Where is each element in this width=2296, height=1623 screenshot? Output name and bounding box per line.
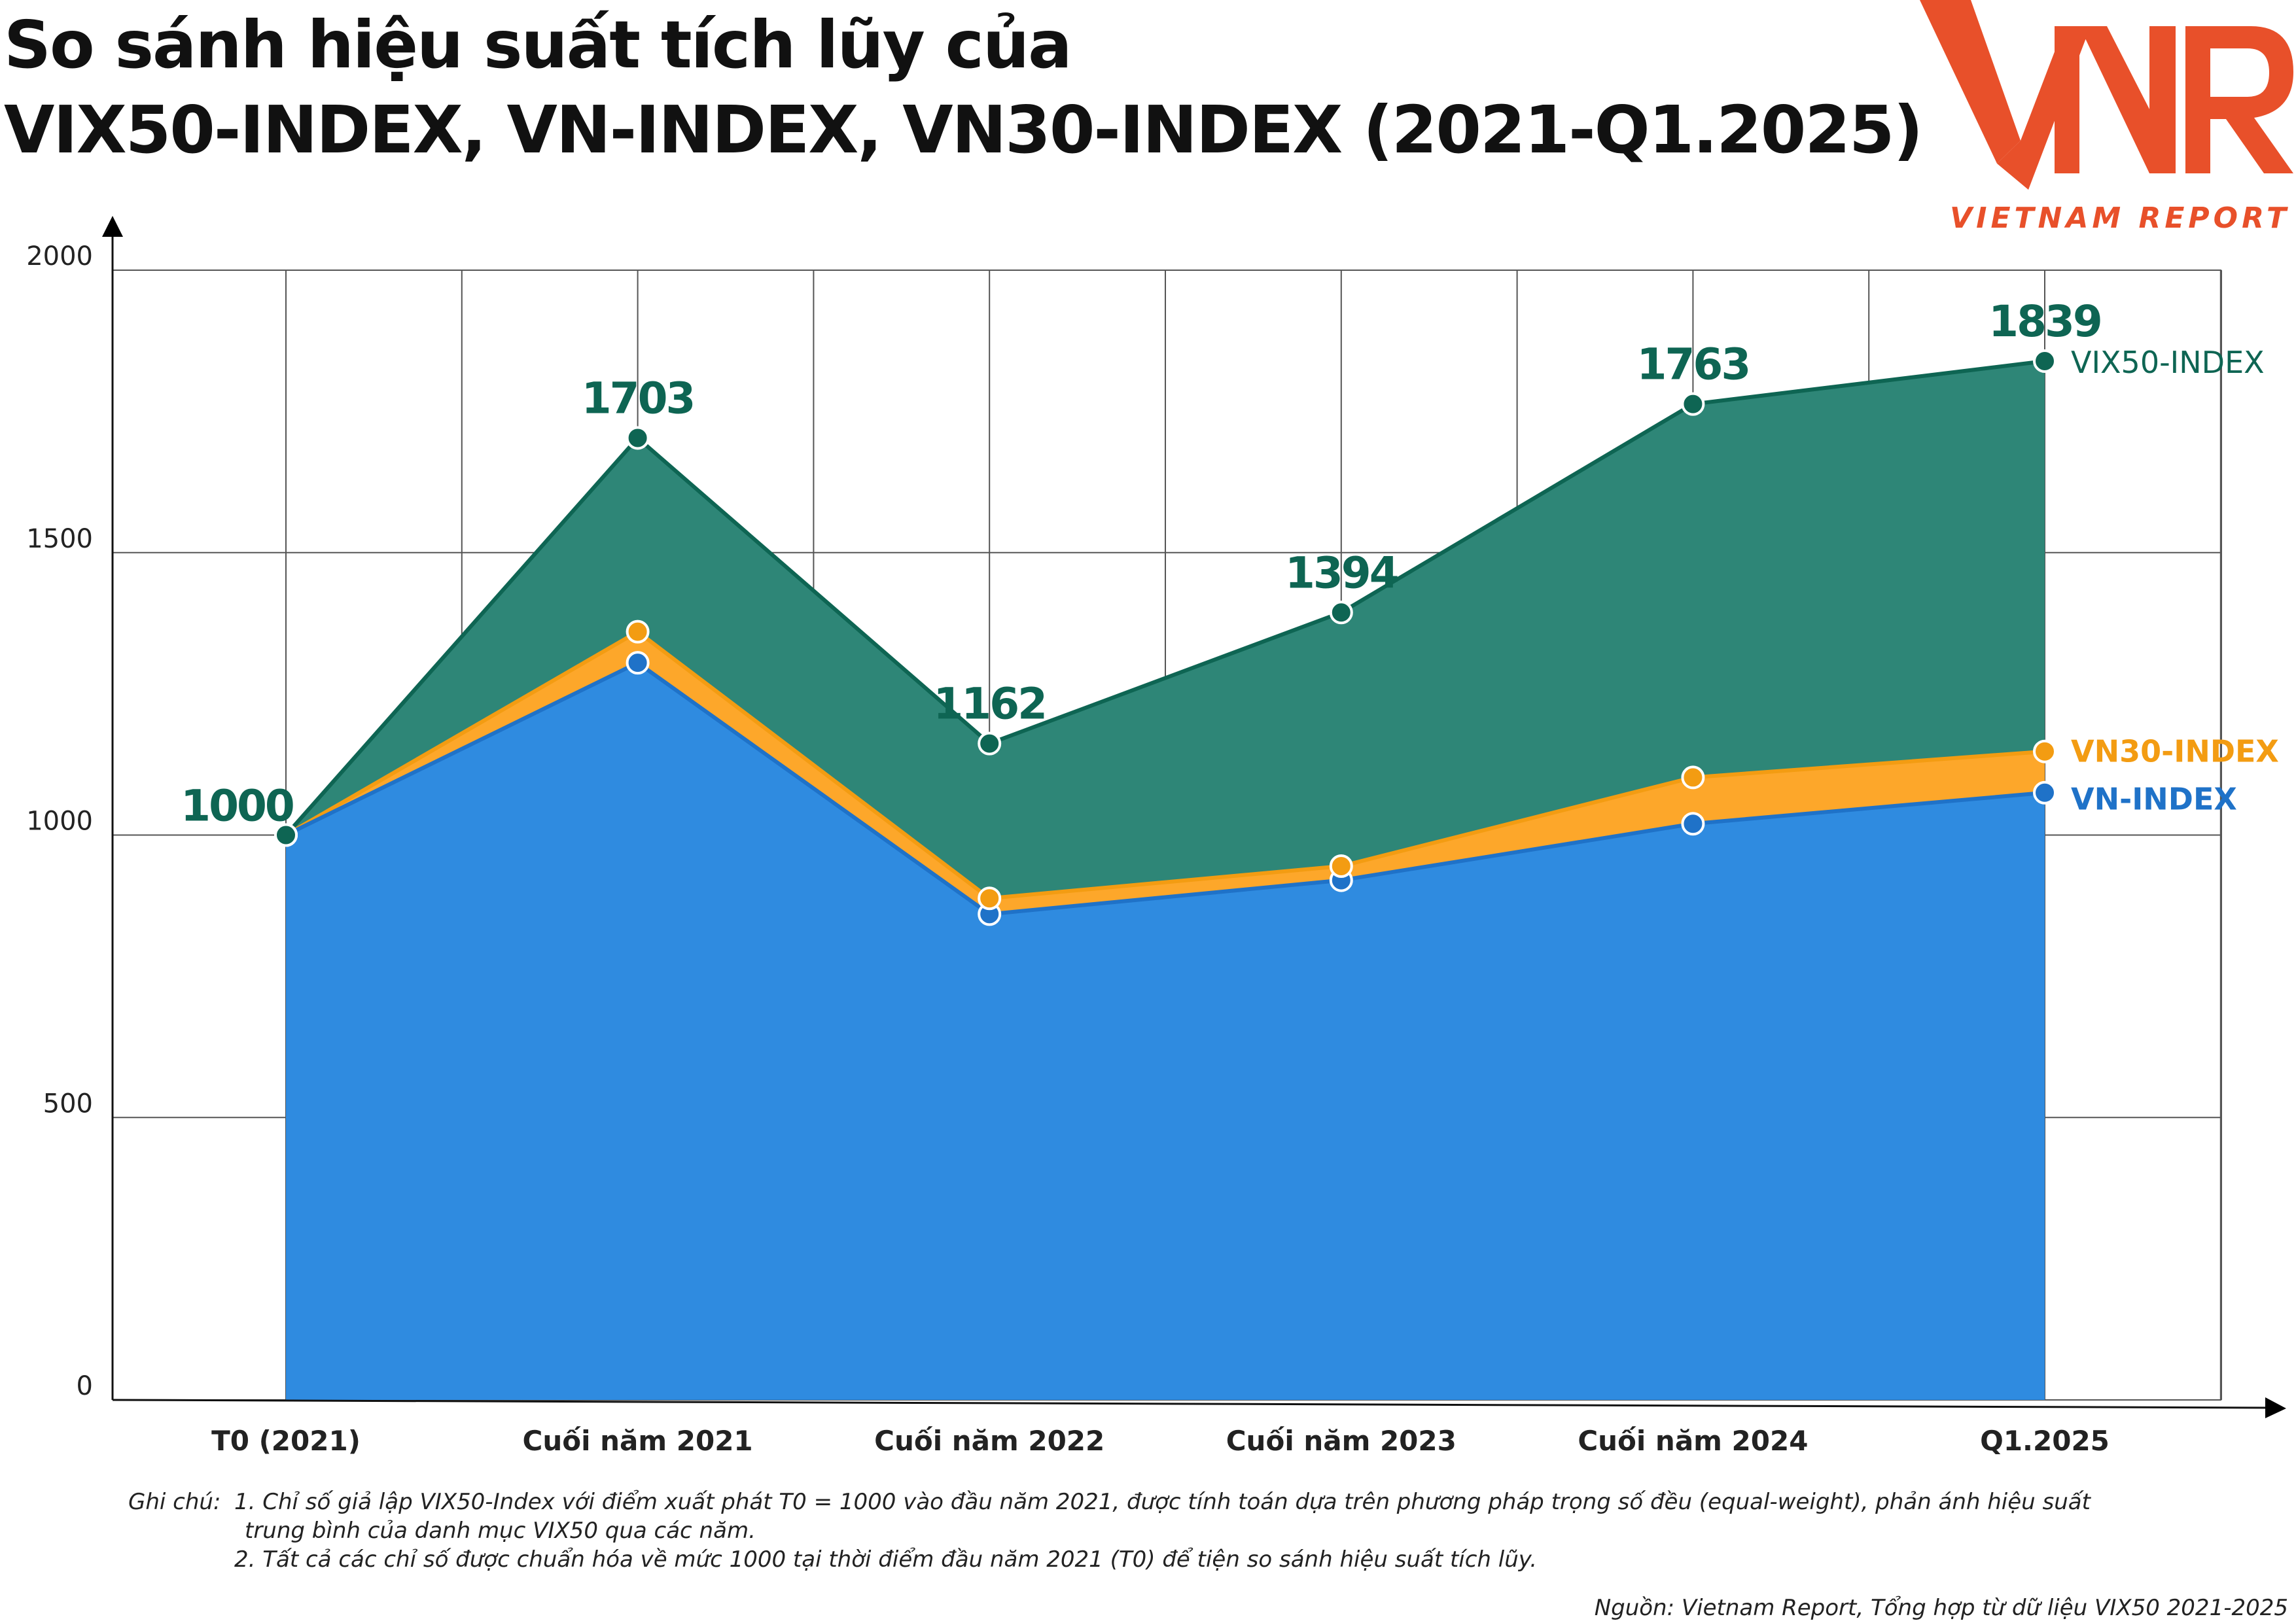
y-tick-label: 1000 — [26, 807, 93, 837]
point-vn-index — [626, 651, 650, 675]
source-note: Nguồn: Vietnam Report, Tổng hợp từ dữ li… — [1594, 1595, 2288, 1621]
x-axis-arrow — [2265, 1397, 2286, 1418]
x-tick-label: Cuối năm 2024 — [1578, 1425, 1808, 1457]
data-label-vix50: 1839 — [1988, 296, 2101, 347]
note-1-line-2: trung bình của danh mục VIX50 qua các nă… — [245, 1518, 756, 1544]
note-1-line-1: 1. Chỉ số giả lập VIX50-Index với điểm x… — [234, 1489, 2091, 1515]
series-label-vn-index: VN-INDEX — [2071, 782, 2237, 817]
point-vix50-index — [2033, 349, 2057, 374]
point-vix50-index — [1681, 392, 1705, 416]
notes-label: Ghi chú: — [128, 1489, 221, 1515]
x-tick-label: T0 (2021) — [211, 1425, 361, 1457]
point-vix50-index — [274, 823, 298, 847]
point-vn30-index — [1329, 854, 1353, 878]
chart-points — [274, 349, 2057, 926]
y-tick-label: 1500 — [26, 524, 93, 554]
chart-title-line2: VIX50-INDEX, VN-INDEX, VN30-INDEX (2021-… — [4, 92, 1923, 168]
chart-title-line1: So sánh hiệu suất tích lũy của — [4, 7, 1072, 83]
data-label-vix50: 1394 — [1285, 548, 1398, 598]
x-tick-label: Cuối năm 2023 — [1226, 1425, 1457, 1457]
chart-axes — [102, 216, 2286, 1418]
data-label-vix50: 1763 — [1637, 340, 1750, 390]
y-tick-label: 0 — [77, 1371, 93, 1401]
y-axis-arrow — [102, 216, 123, 237]
logo-tagline: VIETNAM REPORT — [1950, 201, 2290, 235]
line-vn-index — [285, 660, 2045, 916]
point-vn-index — [2033, 780, 2057, 805]
point-vn-index — [1681, 812, 1705, 836]
data-label-vix50: 1703 — [582, 373, 694, 423]
x-tick-label: Cuối năm 2022 — [874, 1425, 1104, 1457]
note-2: 2. Tất cả các chỉ số được chuẩn hóa về m… — [234, 1546, 1538, 1573]
series-label-vix50-index: VIX50-INDEX — [2071, 345, 2265, 380]
y-tick-label: 2000 — [26, 241, 93, 271]
point-vn30-index — [2033, 739, 2057, 763]
area-vn-index — [286, 663, 2045, 1400]
series-label-vn30-index: VN30-INDEX — [2071, 734, 2279, 769]
line-vix50-index — [284, 359, 2045, 837]
data-label-vix50: 1000 — [181, 781, 293, 831]
vietnam-report-logo: VIETNAM REPORT — [1920, 0, 2293, 235]
point-vn30-index — [626, 620, 650, 644]
x-tick-label: Q1.2025 — [1980, 1425, 2110, 1457]
data-label-vix50: 1162 — [933, 679, 1046, 729]
x-axis — [112, 1399, 2271, 1409]
point-vn30-index — [978, 886, 1002, 911]
chart-areas — [284, 359, 2045, 1401]
line-vn30-index — [285, 629, 2045, 901]
chart-labels: 0 500 1000 1500 2000 T0 (2021) Cuối năm 2021 Cu… — [26, 241, 2279, 1457]
point-vn30-index — [1681, 765, 1705, 790]
x-tick-label: Cuối năm 2021 — [523, 1425, 753, 1457]
point-vix50-index — [978, 731, 1002, 756]
y-tick-label: 500 — [43, 1089, 93, 1119]
point-vix50-index — [1329, 601, 1353, 625]
point-vix50-index — [626, 426, 650, 450]
